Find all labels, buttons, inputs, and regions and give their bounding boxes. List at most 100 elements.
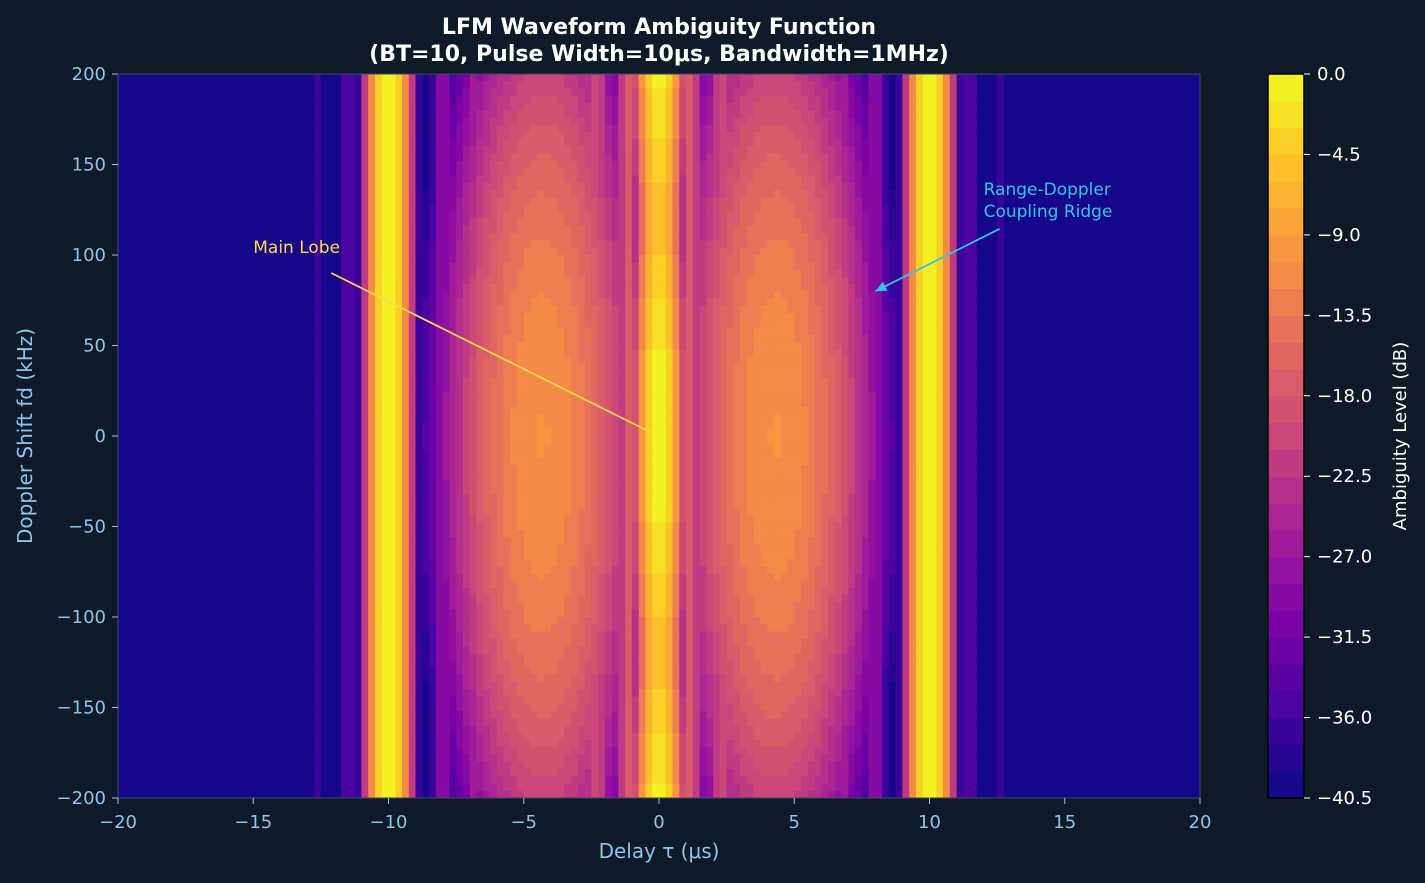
heatmap-cell: [246, 218, 254, 227]
heatmap-cell: [402, 146, 410, 155]
heatmap-cell: [320, 124, 329, 133]
heatmap-cell: [307, 457, 315, 466]
heatmap-cell: [341, 349, 349, 357]
heatmap-cell: [341, 370, 349, 379]
heatmap-cell: [178, 501, 187, 509]
heatmap-cell: [314, 175, 322, 184]
heatmap-cell: [307, 283, 315, 292]
heatmap-cell: [314, 102, 322, 111]
heatmap-cell: [402, 421, 410, 430]
heatmap-cell: [442, 573, 450, 582]
heatmap-cell: [280, 667, 288, 676]
heatmap-cell: [381, 464, 390, 473]
heatmap-cell: [320, 139, 329, 147]
heatmap-cell: [449, 211, 457, 220]
heatmap-cell: [138, 631, 146, 640]
heatmap-cell: [354, 573, 363, 582]
heatmap-cell: [260, 740, 268, 748]
heatmap-cell: [266, 88, 275, 97]
heatmap-cell: [192, 602, 200, 611]
heatmap-cell: [199, 783, 207, 792]
heatmap-cell: [402, 283, 410, 292]
heatmap-cell: [361, 131, 369, 140]
heatmap-cell: [368, 349, 376, 357]
heatmap-cell: [300, 407, 308, 415]
heatmap-cell: [381, 168, 390, 176]
heatmap-cell: [293, 349, 302, 357]
heatmap-cell: [253, 790, 261, 798]
heatmap-cell: [347, 298, 356, 307]
heatmap-cell: [239, 725, 248, 734]
heatmap-cell: [212, 472, 221, 481]
heatmap-cell: [442, 370, 450, 379]
heatmap-cell: [232, 269, 241, 278]
heatmap-cell: [327, 102, 335, 111]
heatmap-cell: [408, 305, 417, 314]
heatmap-cell: [192, 110, 200, 119]
heatmap-cell: [145, 269, 153, 278]
heatmap-cell: [293, 645, 302, 654]
heatmap-cell: [429, 110, 437, 119]
heatmap-cell: [341, 732, 349, 741]
heatmap-cell: [381, 255, 390, 263]
heatmap-cell: [402, 124, 410, 133]
heatmap-cell: [293, 102, 302, 111]
heatmap-cell: [415, 790, 423, 798]
heatmap-cell: [408, 276, 417, 285]
heatmap-cell: [395, 653, 403, 662]
heatmap-cell: [232, 291, 241, 300]
heatmap-cell: [253, 291, 261, 300]
heatmap-cell: [429, 443, 437, 452]
heatmap-cell: [422, 573, 430, 582]
heatmap-cell: [408, 421, 417, 430]
heatmap-cell: [361, 631, 369, 640]
heatmap-cell: [435, 472, 444, 481]
heatmap-cell: [435, 508, 444, 517]
heatmap-cell: [124, 175, 133, 184]
heatmap-cell: [260, 660, 268, 669]
heatmap-cell: [232, 110, 241, 119]
heatmap-cell: [172, 211, 180, 220]
heatmap-cell: [172, 255, 180, 263]
heatmap-cell: [199, 443, 207, 452]
heatmap-cell: [246, 580, 254, 589]
heatmap-cell: [354, 182, 363, 191]
heatmap-cell: [246, 609, 254, 618]
heatmap-cell: [253, 312, 261, 321]
heatmap-cell: [361, 226, 369, 234]
heatmap-cell: [293, 240, 302, 249]
heatmap-cell: [402, 718, 410, 727]
heatmap-cell: [260, 312, 268, 321]
heatmap-cell: [151, 754, 160, 763]
heatmap-cell: [408, 218, 417, 227]
heatmap-cell: [226, 479, 234, 488]
heatmap-cell: [287, 718, 295, 727]
heatmap-cell: [131, 312, 139, 321]
heatmap-cell: [442, 204, 450, 213]
heatmap-cell: [178, 182, 187, 191]
heatmap-cell: [320, 88, 329, 97]
heatmap-cell: [219, 197, 227, 205]
heatmap-cell: [280, 732, 288, 741]
heatmap-cell: [334, 407, 342, 415]
heatmap-cell: [124, 776, 133, 785]
heatmap-cell: [388, 754, 396, 763]
heatmap-cell: [381, 197, 390, 205]
heatmap-cell: [131, 588, 139, 596]
heatmap-cell: [442, 660, 450, 669]
heatmap-cell: [422, 204, 430, 213]
heatmap-cell: [239, 240, 248, 249]
heatmap-cell: [266, 211, 275, 220]
heatmap-cell: [361, 189, 369, 198]
heatmap-cell: [165, 182, 173, 191]
heatmap-cell: [320, 407, 329, 415]
heatmap-cell: [212, 349, 221, 357]
heatmap-cell: [442, 298, 450, 307]
heatmap-cell: [138, 407, 146, 415]
heatmap-cell: [388, 168, 396, 176]
heatmap-cell: [151, 392, 160, 401]
heatmap-cell: [158, 88, 166, 97]
heatmap-cell: [435, 204, 444, 213]
heatmap-cell: [226, 182, 234, 191]
heatmap-cell: [273, 320, 281, 328]
